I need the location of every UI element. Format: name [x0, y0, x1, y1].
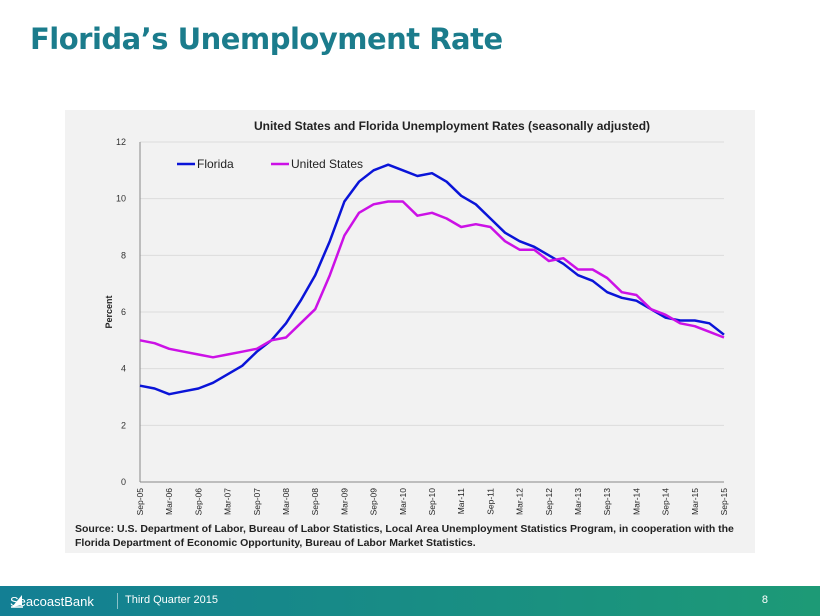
series-line-florida [139, 163, 725, 396]
x-tick-label: Mar-15 [690, 488, 700, 515]
chart-panel: United States and Florida Unemployment R… [65, 110, 755, 553]
y-tick-label: 6 [121, 307, 126, 317]
footer-divider [117, 593, 118, 609]
x-tick-label: Mar-07 [223, 488, 233, 515]
source-note: Source: U.S. Department of Labor, Bureau… [75, 523, 734, 549]
y-tick-label: 10 [116, 194, 126, 204]
x-tick-label: Sep-14 [661, 488, 671, 516]
x-tick-label: Mar-09 [339, 488, 349, 515]
x-tick-label: Sep-10 [427, 488, 437, 516]
x-tick-label: Sep-09 [369, 488, 379, 516]
series-line-united-states [139, 200, 725, 359]
footer-quarter: Third Quarter 2015 [125, 594, 218, 606]
x-tick-label: Mar-08 [281, 488, 291, 515]
page-number: 8 [761, 594, 768, 606]
x-tick-label: Sep-13 [602, 488, 612, 516]
y-tick-label: 0 [121, 477, 126, 487]
x-tick-label: Mar-10 [398, 488, 408, 515]
x-tick-label: Mar-11 [456, 488, 466, 515]
y-tick-label: 12 [116, 137, 126, 147]
sail-icon [11, 595, 23, 608]
x-tick-label: Sep-05 [135, 488, 145, 516]
x-tick-label: Mar-12 [515, 488, 525, 515]
chart-title: United States and Florida Unemployment R… [254, 119, 650, 133]
x-tick-label: Sep-07 [252, 488, 262, 516]
y-tick-label: 2 [121, 420, 126, 430]
footer-bar: SeacoastBank Third Quarter 2015 8 [0, 586, 820, 616]
x-tick-label: Sep-06 [193, 488, 203, 516]
unemployment-chart: United States and Florida Unemployment R… [104, 119, 729, 516]
x-tick-label: Sep-11 [485, 488, 495, 515]
legend-label: United States [291, 157, 363, 171]
x-tick-label: Mar-13 [573, 488, 583, 515]
legend-label: Florida [197, 157, 234, 171]
x-tick-label: Sep-08 [310, 488, 320, 516]
brand-logo: SeacoastBank [10, 594, 94, 609]
x-tick-label: Sep-15 [719, 488, 729, 516]
x-tick-label: Mar-06 [164, 488, 174, 515]
x-tick-label: Sep-12 [544, 488, 554, 516]
page-title: Florida’s Unemployment Rate [30, 22, 503, 56]
x-tick-label: Mar-14 [631, 488, 641, 515]
brand-name: SeacoastBank [10, 594, 94, 609]
y-tick-label: 4 [121, 364, 126, 374]
y-tick-label: 8 [121, 250, 126, 260]
y-axis-label: Percent [104, 295, 114, 328]
